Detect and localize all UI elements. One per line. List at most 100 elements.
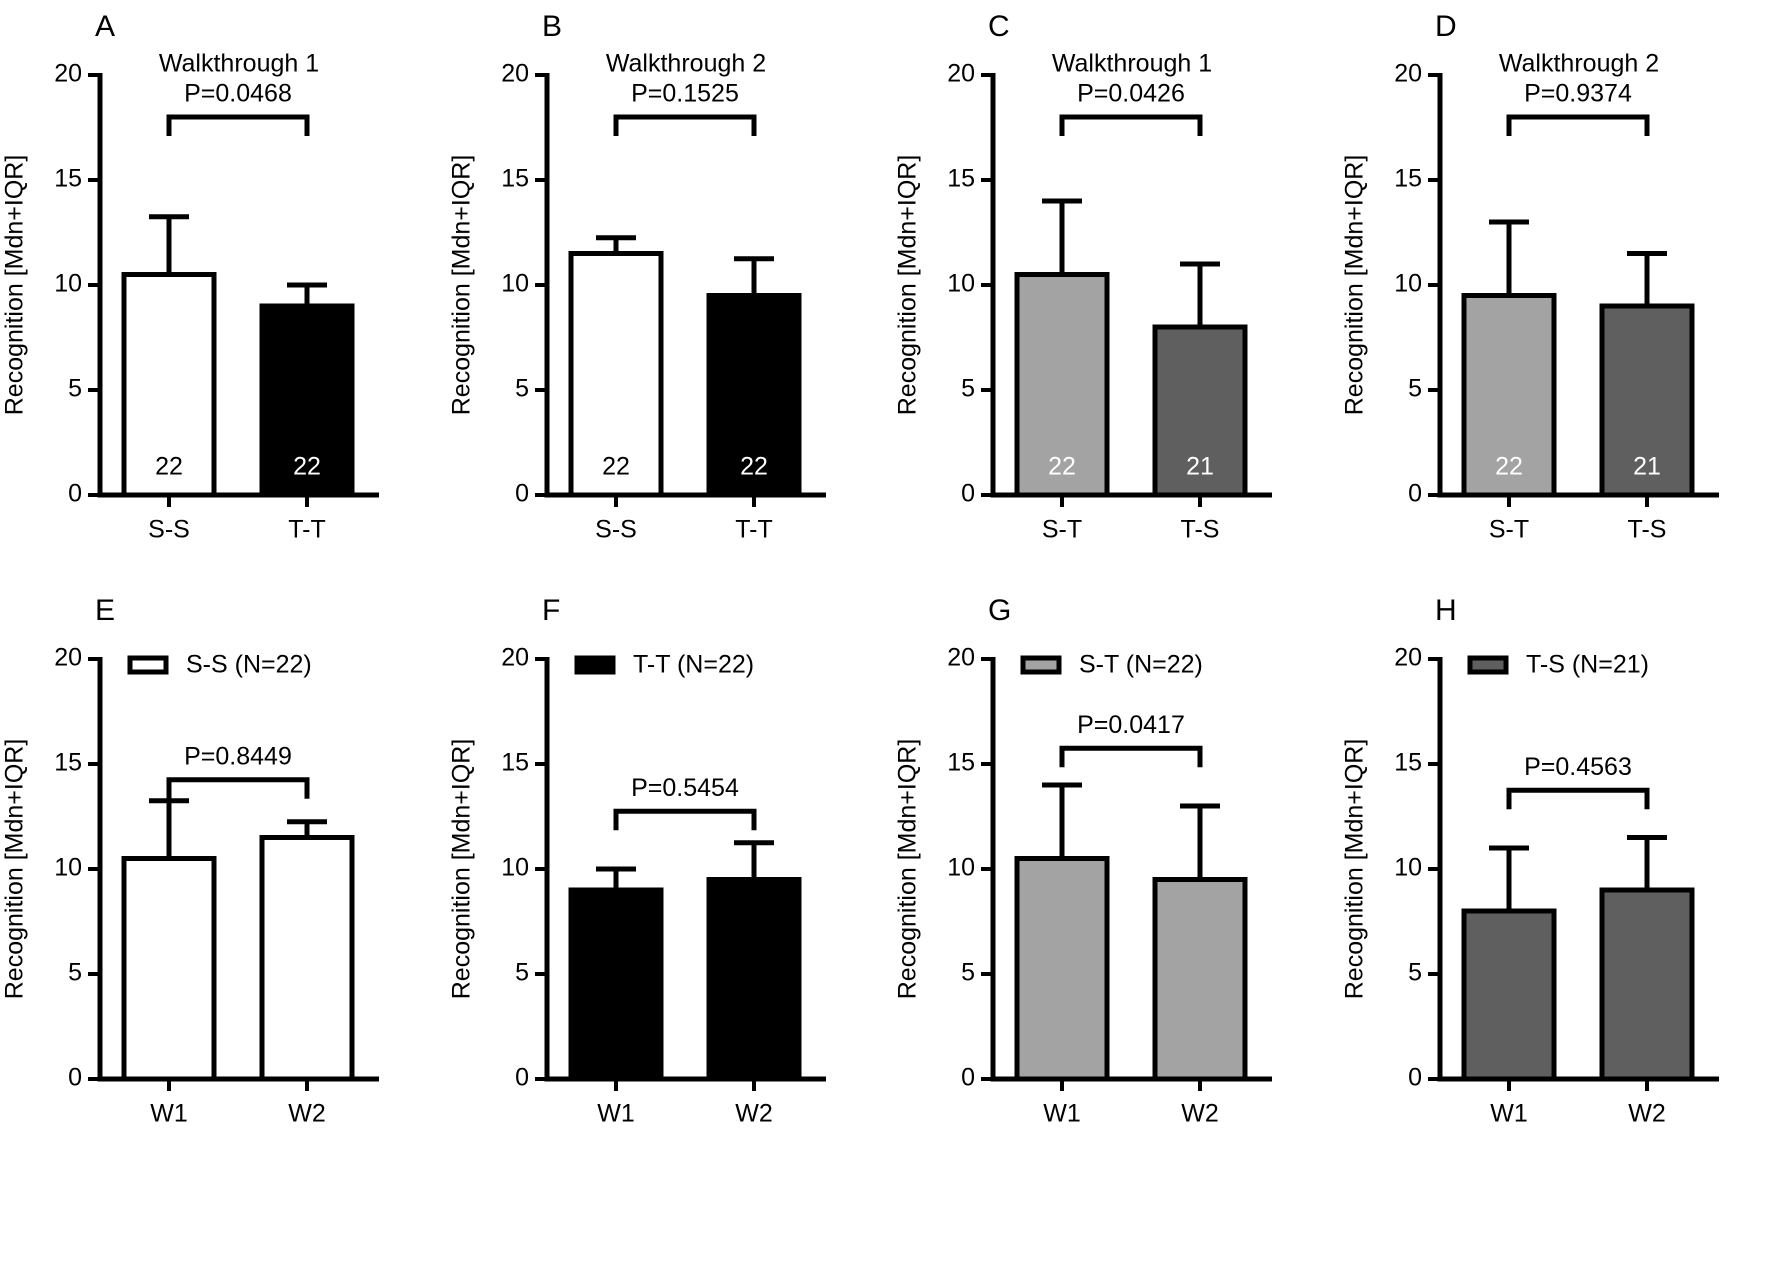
y-axis-label: Recognition [Mdn+IQR] — [894, 739, 922, 1000]
bar — [1014, 272, 1110, 498]
y-tick-label: 20 — [54, 644, 82, 672]
bar — [568, 887, 664, 1082]
n-label: 21 — [1633, 453, 1661, 481]
panel-title: Walkthrough 1 — [1052, 50, 1212, 78]
y-axis-label: Recognition [Mdn+IQR] — [894, 155, 922, 416]
y-tick-label: 20 — [501, 644, 529, 672]
y-tick-label: 5 — [961, 375, 975, 403]
significance-bracket — [1506, 787, 1650, 810]
significance-bracket — [1059, 114, 1203, 136]
n-label: 22 — [1048, 453, 1076, 481]
n-label: 22 — [155, 453, 183, 481]
x-tick-label: W1 — [1490, 1100, 1528, 1128]
bar — [568, 251, 664, 498]
panel-letter: B — [542, 10, 562, 43]
y-axis-label: Recognition [Mdn+IQR] — [1341, 739, 1369, 1000]
y-tick-label: 10 — [501, 270, 529, 298]
panel-a: A Recognition [Mdn+IQR] 0 5 10 15 20 S-S 22 T-T 22… — [1, 10, 379, 544]
x-tick-label: W2 — [735, 1100, 773, 1128]
y-tick-label: 5 — [68, 959, 82, 987]
significance-bracket — [613, 808, 757, 831]
y-tick-label: 15 — [1394, 165, 1422, 193]
p-value-label: P=0.5454 — [631, 774, 739, 802]
y-tick-label: 5 — [1408, 375, 1422, 403]
y-tick-label: 15 — [501, 165, 529, 193]
p-value-label: P=0.0417 — [1077, 711, 1185, 739]
bar — [1014, 856, 1110, 1082]
y-tick-label: 10 — [1394, 854, 1422, 882]
n-label: 22 — [293, 453, 321, 481]
y-tick-label: 15 — [501, 749, 529, 777]
y-tick-label: 5 — [68, 375, 82, 403]
panel-letter: E — [95, 594, 115, 627]
y-tick-label: 10 — [1394, 270, 1422, 298]
y-tick-label: 0 — [1408, 480, 1422, 508]
legend-swatch — [127, 655, 169, 675]
y-tick-label: 20 — [1394, 60, 1422, 88]
panel-c: C Recognition [Mdn+IQR] 0 5 10 15 20 S-T 22 T-S 21… — [894, 10, 1272, 544]
panel-letter: D — [1435, 10, 1457, 43]
panel-title: Walkthrough 2 — [1499, 50, 1659, 78]
y-tick-label: 20 — [947, 60, 975, 88]
y-tick-label: 15 — [54, 165, 82, 193]
x-tick-label: S-S — [148, 516, 190, 544]
y-tick-label: 10 — [947, 854, 975, 882]
p-value-label: P=0.0426 — [1077, 80, 1185, 108]
significance-bracket — [166, 777, 310, 799]
n-label: 22 — [740, 453, 768, 481]
y-tick-label: 15 — [1394, 749, 1422, 777]
panel-g: G Recognition [Mdn+IQR] 0 5 10 15 20 W1 W2 P=0.04… — [894, 594, 1272, 1128]
panel-letter: F — [542, 594, 560, 627]
panel-title: Walkthrough 2 — [606, 50, 766, 78]
y-tick-label: 0 — [68, 480, 82, 508]
x-tick-label: S-T — [1489, 516, 1529, 544]
y-tick-label: 0 — [515, 480, 529, 508]
panel-d: D Recognition [Mdn+IQR] 0 5 10 15 20 S-T 22 T-S 21… — [1341, 10, 1719, 544]
y-tick-label: 20 — [54, 60, 82, 88]
x-tick-label: W2 — [1628, 1100, 1666, 1128]
y-tick-label: 10 — [54, 270, 82, 298]
y-tick-label: 0 — [961, 480, 975, 508]
bar — [1599, 887, 1695, 1082]
bar — [121, 856, 217, 1082]
n-label: 21 — [1186, 453, 1214, 481]
legend-label: T-S (N=21) — [1526, 651, 1649, 679]
x-tick-label: W2 — [288, 1100, 326, 1128]
p-value-label: P=0.4563 — [1524, 753, 1632, 781]
legend-label: T-T (N=22) — [633, 651, 754, 679]
panel-letter: H — [1435, 594, 1457, 627]
bar — [1461, 908, 1557, 1082]
legend-swatch — [1467, 655, 1509, 675]
y-tick-label: 15 — [947, 749, 975, 777]
x-tick-label: W1 — [150, 1100, 188, 1128]
significance-bracket — [166, 114, 310, 136]
significance-bracket — [1506, 114, 1650, 136]
x-tick-label: W1 — [1043, 1100, 1081, 1128]
y-tick-label: 20 — [1394, 644, 1422, 672]
y-tick-label: 10 — [947, 270, 975, 298]
panel-letter: A — [95, 10, 115, 43]
x-tick-label: S-S — [595, 516, 637, 544]
y-tick-label: 15 — [947, 165, 975, 193]
bar — [706, 293, 802, 498]
bar — [259, 835, 355, 1082]
p-value-label: P=0.0468 — [184, 80, 292, 108]
y-tick-label: 0 — [1408, 1064, 1422, 1092]
y-axis-label: Recognition [Mdn+IQR] — [1, 739, 29, 1000]
y-tick-label: 5 — [515, 375, 529, 403]
legend-label: S-S (N=22) — [186, 651, 312, 679]
n-label: 22 — [1495, 453, 1523, 481]
panel-f: F Recognition [Mdn+IQR] 0 5 10 15 20 W1 W2 P=0.54… — [448, 594, 826, 1128]
significance-bracket — [1059, 745, 1203, 768]
y-tick-label: 20 — [947, 644, 975, 672]
y-axis-label: Recognition [Mdn+IQR] — [448, 155, 476, 416]
x-tick-label: T-T — [735, 516, 773, 544]
y-tick-label: 15 — [54, 749, 82, 777]
significance-bracket — [613, 114, 757, 136]
y-axis-label: Recognition [Mdn+IQR] — [448, 739, 476, 1000]
y-tick-label: 20 — [501, 60, 529, 88]
bar — [1152, 324, 1248, 498]
y-tick-label: 0 — [68, 1064, 82, 1092]
bar — [706, 877, 802, 1082]
panel-h: H Recognition [Mdn+IQR] 0 5 10 15 20 W1 W2 P=0.45… — [1341, 594, 1719, 1128]
